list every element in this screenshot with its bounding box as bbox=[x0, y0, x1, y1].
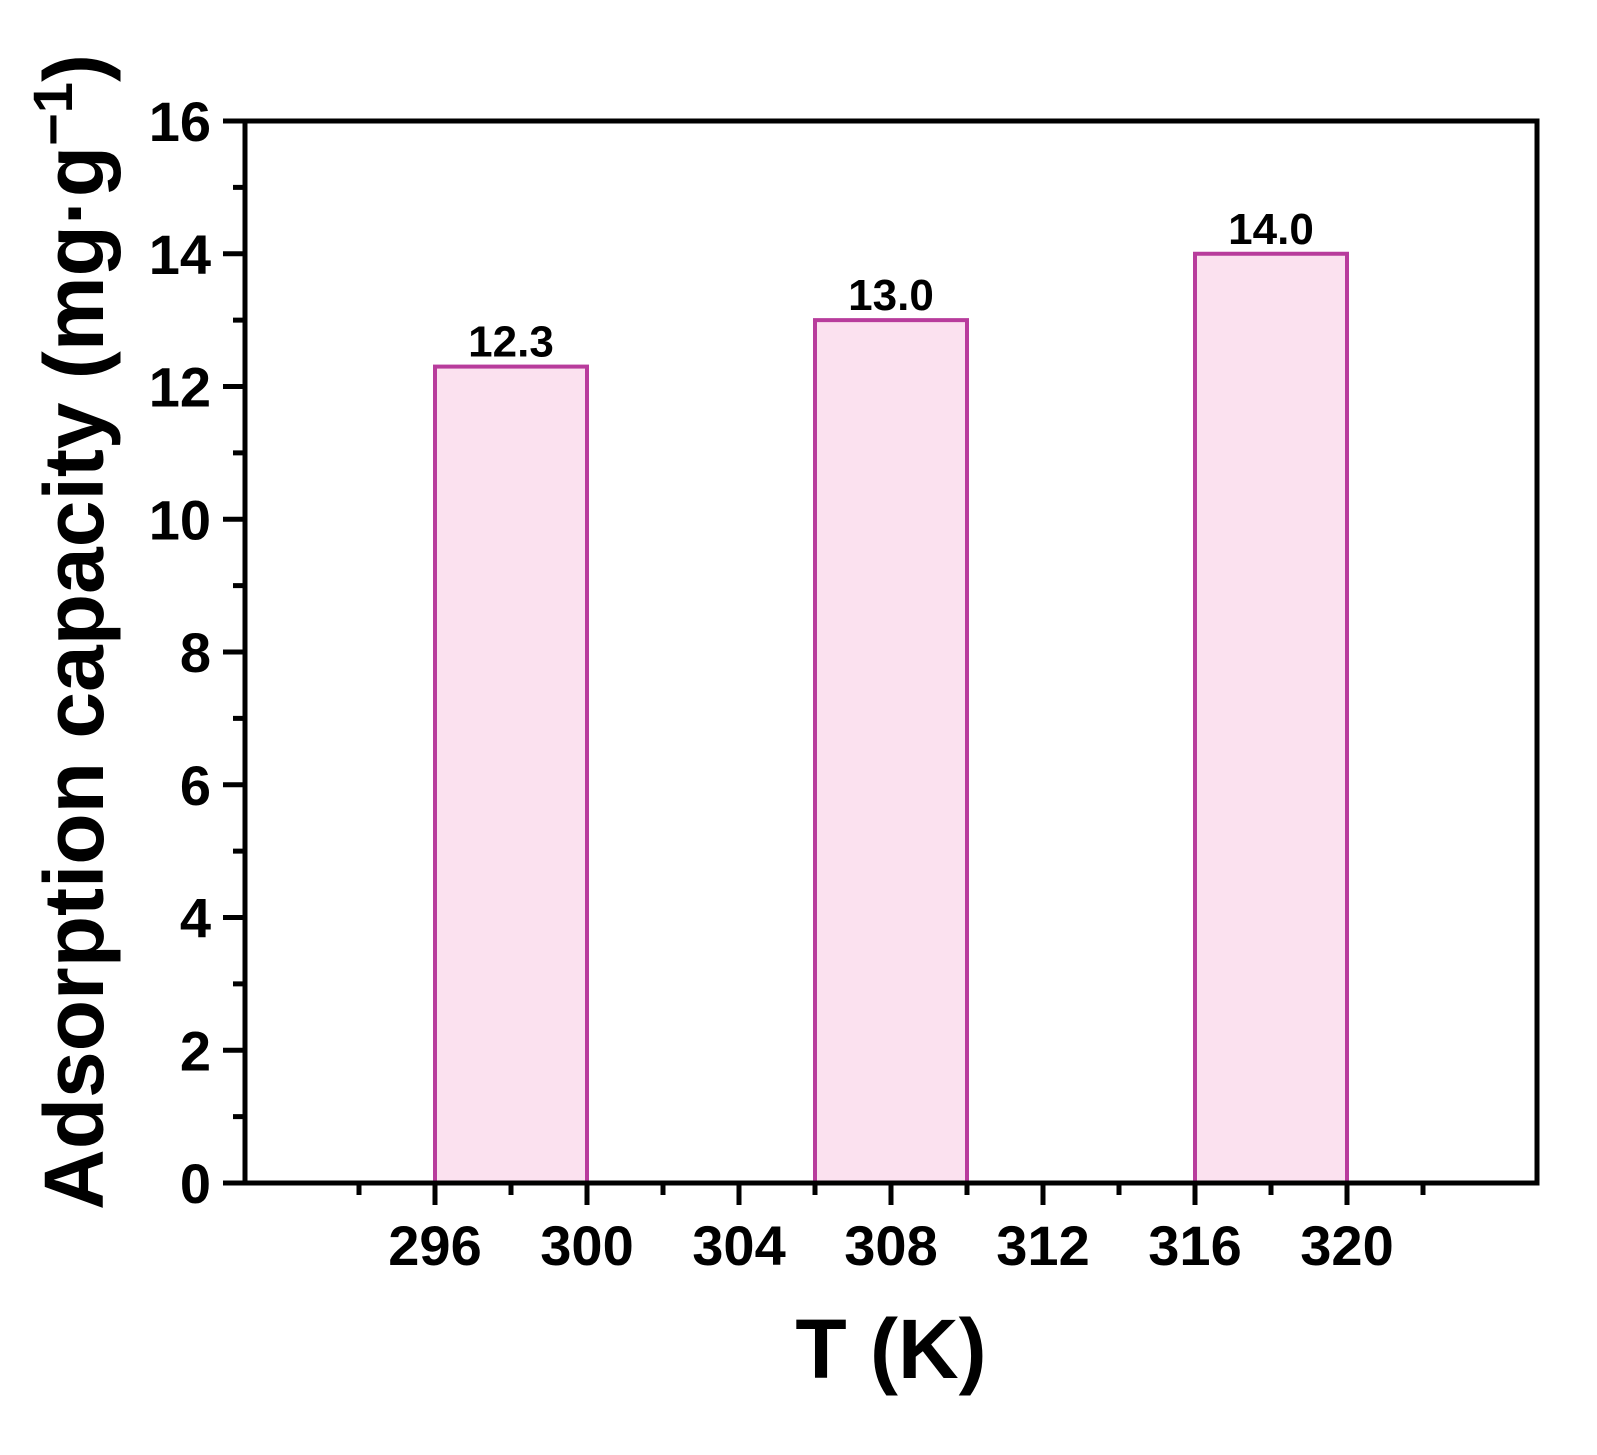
x-axis-title: T (K) bbox=[795, 1302, 986, 1396]
bar-14.0 bbox=[1193, 251, 1349, 1185]
bar-13.0 bbox=[813, 318, 969, 1185]
plot-frame bbox=[242, 118, 1540, 1186]
y-axis-title-close: ) bbox=[27, 54, 121, 82]
y-tick-label-10: 10 bbox=[149, 488, 211, 551]
y-tick-label-6: 6 bbox=[180, 754, 211, 817]
x-tick-label-296: 296 bbox=[388, 1214, 481, 1277]
x-tick-label-300: 300 bbox=[540, 1214, 633, 1277]
y-tick-label-8: 8 bbox=[180, 621, 211, 684]
data-label-14.0: 14.0 bbox=[1228, 205, 1314, 254]
bars-layer bbox=[433, 251, 1349, 1185]
y-tick-label-2: 2 bbox=[180, 1019, 211, 1082]
y-axis-title-superscript: −1 bbox=[21, 82, 84, 146]
labels-layer: 12.3 13.0 14.0 0 2 4 6 8 10 12 14 16 296 300 304 308 312… bbox=[149, 90, 1394, 1277]
y-tick-label-14: 14 bbox=[149, 223, 211, 286]
data-label-13.0: 13.0 bbox=[848, 271, 934, 320]
x-tick-label-320: 320 bbox=[1300, 1214, 1393, 1277]
y-axis-title-main: Adsorption capacity (mg·g bbox=[27, 146, 121, 1210]
x-tick-label-316: 316 bbox=[1148, 1214, 1241, 1277]
x-tick-label-304: 304 bbox=[692, 1214, 785, 1277]
y-axis-title: Adsorption capacity (mg·g−1) bbox=[21, 54, 122, 1210]
x-tick-label-312: 312 bbox=[996, 1214, 1089, 1277]
y-tick-label-4: 4 bbox=[180, 887, 211, 950]
data-label-12.3: 12.3 bbox=[468, 318, 554, 367]
y-tick-label-12: 12 bbox=[149, 356, 211, 419]
bar-12.3 bbox=[433, 364, 589, 1185]
y-tick-label-0: 0 bbox=[180, 1152, 211, 1215]
x-tick-label-308: 308 bbox=[844, 1214, 937, 1277]
y-tick-label-16: 16 bbox=[149, 90, 211, 153]
